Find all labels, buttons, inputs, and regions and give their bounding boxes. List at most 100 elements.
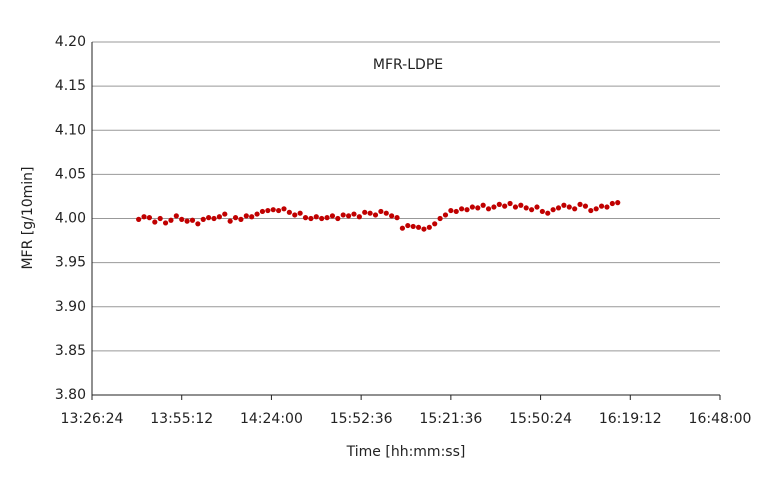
data-point xyxy=(421,226,427,232)
y-tick-label: 3.85 xyxy=(55,343,86,359)
data-point xyxy=(604,204,610,210)
data-point xyxy=(136,216,142,222)
data-point xyxy=(389,213,395,219)
y-tick-label: 4.05 xyxy=(55,166,86,182)
data-point xyxy=(313,214,319,220)
x-tick-label: 13:26:24 xyxy=(61,411,124,427)
data-point xyxy=(561,202,567,208)
data-point xyxy=(146,215,153,221)
data-point xyxy=(362,209,368,215)
data-point xyxy=(324,215,330,221)
y-tick-label: 4.00 xyxy=(55,211,86,227)
data-point xyxy=(464,207,470,213)
data-point xyxy=(534,204,540,210)
y-tick-label: 4.20 xyxy=(55,34,86,50)
x-tick-label: 16:19:12 xyxy=(599,411,662,427)
y-tick-label: 4.15 xyxy=(55,78,86,94)
data-point xyxy=(222,211,228,217)
data-point xyxy=(286,209,292,215)
data-point xyxy=(329,213,336,219)
data-point xyxy=(432,221,438,227)
x-tick-label: 16:48:00 xyxy=(689,411,752,427)
data-point xyxy=(459,206,465,212)
data-point xyxy=(367,210,373,216)
data-point xyxy=(480,202,486,208)
data-point xyxy=(227,218,233,224)
data-point xyxy=(410,223,416,230)
data-point xyxy=(383,210,389,216)
data-point xyxy=(453,208,459,215)
data-point xyxy=(302,215,309,221)
data-point xyxy=(550,207,556,213)
data-point xyxy=(469,204,475,210)
data-point xyxy=(265,207,271,214)
data-point xyxy=(609,200,615,207)
data-point xyxy=(335,215,341,222)
data-point xyxy=(394,215,400,221)
data-point xyxy=(523,205,529,211)
data-point xyxy=(507,200,513,207)
x-tick-label: 15:21:36 xyxy=(419,411,482,427)
x-tick-label: 14:24:00 xyxy=(240,411,303,427)
data-point xyxy=(345,213,352,219)
data-point xyxy=(545,210,551,216)
data-point xyxy=(281,206,287,212)
data-point xyxy=(319,215,325,222)
data-point xyxy=(572,206,578,212)
data-point xyxy=(259,208,266,215)
data-point xyxy=(566,204,572,210)
data-point xyxy=(297,210,303,216)
data-point xyxy=(308,215,314,222)
data-point xyxy=(356,214,362,220)
data-point xyxy=(448,207,454,214)
data-point xyxy=(442,212,449,218)
data-point xyxy=(405,222,411,229)
data-point xyxy=(518,202,524,208)
data-point xyxy=(415,224,422,230)
data-point xyxy=(577,201,583,207)
data-point xyxy=(179,216,185,222)
data-point xyxy=(351,211,357,217)
data-point xyxy=(216,214,222,220)
data-point xyxy=(593,206,599,212)
data-point xyxy=(496,201,502,207)
data-point xyxy=(292,212,298,218)
x-tick-label: 15:52:36 xyxy=(330,411,393,427)
y-axis-label: MFR [g/10min] xyxy=(20,166,36,269)
data-point xyxy=(276,207,282,214)
y-tick-label: 3.80 xyxy=(55,387,86,403)
chart-title: MFR-LDPE xyxy=(373,57,443,73)
data-point xyxy=(437,215,443,222)
data-point xyxy=(485,206,492,212)
data-point xyxy=(615,200,621,206)
data-point xyxy=(200,216,206,222)
data-point xyxy=(162,220,169,226)
data-point xyxy=(426,224,432,230)
data-point xyxy=(254,211,260,217)
data-point xyxy=(168,217,174,223)
data-point xyxy=(512,204,519,210)
data-point xyxy=(152,219,158,225)
data-point xyxy=(588,207,594,214)
data-point xyxy=(598,203,605,209)
data-point xyxy=(539,208,545,215)
data-point xyxy=(243,213,249,219)
data-point xyxy=(184,218,190,224)
data-point xyxy=(529,207,535,213)
data-point xyxy=(211,215,217,222)
data-point xyxy=(475,205,481,211)
y-tick-label: 3.95 xyxy=(55,255,86,271)
data-point xyxy=(555,205,562,211)
data-point xyxy=(249,214,255,220)
data-point xyxy=(270,207,276,213)
x-tick-label: 13:55:12 xyxy=(150,411,213,427)
data-point xyxy=(195,221,201,227)
data-point xyxy=(378,208,384,215)
y-tick-label: 3.90 xyxy=(55,299,86,315)
data-point xyxy=(238,216,244,222)
data-point xyxy=(372,212,379,218)
data-point xyxy=(502,203,508,209)
y-tick-label: 4.10 xyxy=(55,122,86,138)
data-point xyxy=(232,215,239,221)
